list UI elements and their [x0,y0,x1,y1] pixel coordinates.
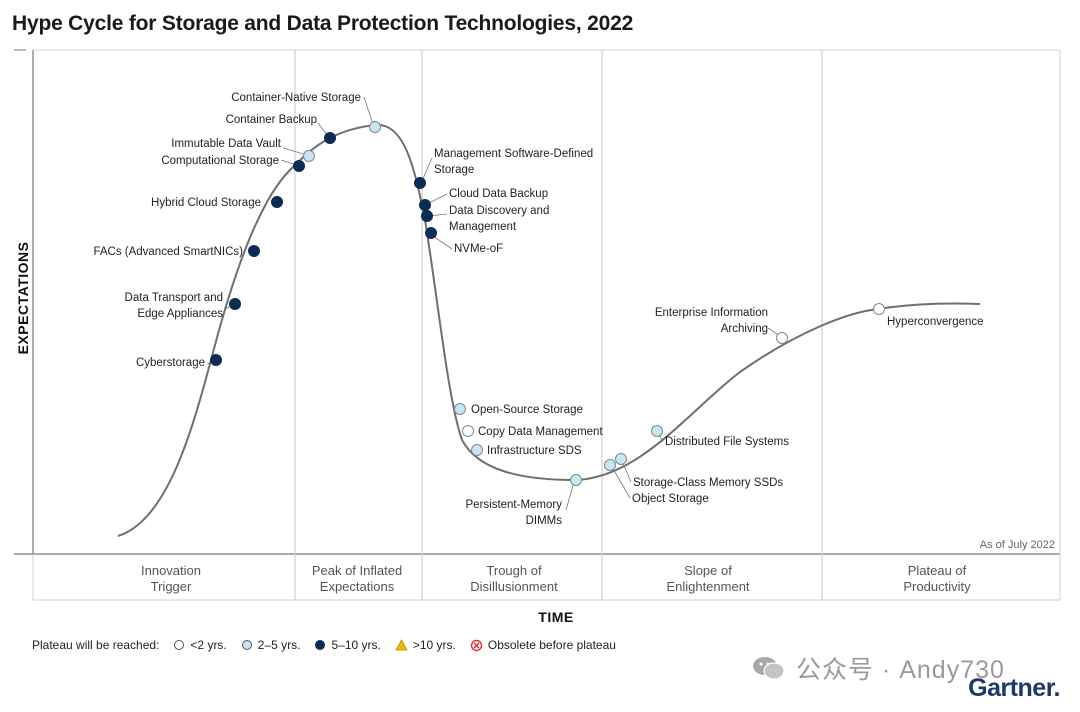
technology-marker[interactable] [421,210,433,222]
technology-label: Copy Data Management [478,426,603,438]
label-leader-line [621,460,632,483]
label-leader-line [432,235,453,250]
technology-marker[interactable] [419,199,431,211]
technology-markers: Cyberstorage Data Transport and Edge Appli… [93,92,983,527]
phase-label-line2: Disillusionment [470,579,558,594]
y-axis-label: EXPECTATIONS [15,242,31,355]
wechat-watermark: 公众号 · Andy730 [752,650,1005,686]
technology-label: Cloud Data Backup [449,188,548,200]
technology-label: Persistent-Memory DIMMs [466,499,563,527]
open-circle-icon [173,639,185,651]
label-leader-line [565,481,575,511]
phase-label-line1: Trough of [486,563,542,578]
technology-label: Object Storage [632,493,709,505]
technology-marker[interactable] [229,298,241,310]
technology-label: Storage-Class Memory SSDs [633,477,783,489]
phase-label-line2: Expectations [320,579,395,594]
technology-marker[interactable] [324,132,336,144]
label-leader-line [282,147,308,156]
phase-label-line1: Innovation [141,563,201,578]
phase-label-line2: Trigger [151,579,192,594]
technology-marker[interactable] [293,160,305,172]
hype-curve [117,123,981,537]
technology-label: Distributed File Systems [665,436,789,448]
technology-label: Container Backup [226,114,317,126]
technology-marker[interactable] [471,444,483,456]
technology-label: Immutable Data Vault [171,138,282,150]
x-axis-label: TIME [538,609,573,625]
legend-item: Obsolete before plateau [470,638,616,652]
light-blue-circle-icon [241,639,253,651]
technology-label: Open-Source Storage [471,404,583,416]
phase-label-line1: Slope of [684,563,732,578]
technology-marker[interactable] [604,459,616,471]
technology-label: Hyperconvergence [887,316,984,328]
orange-triangle-icon [395,639,408,651]
technology-marker[interactable] [615,453,627,465]
legend-item: 2–5 yrs. [241,638,301,652]
technology-label: Container-Native Storage [231,92,361,104]
legend-title: Plateau will be reached: [32,638,160,652]
technology-label: NVMe-oF [454,243,503,255]
technology-marker[interactable] [210,354,222,366]
technology-marker[interactable] [651,425,663,437]
technology-label: Infrastructure SDS [487,445,582,457]
label-leader-line [611,466,631,499]
chart-title: Hype Cycle for Storage and Data Protecti… [12,12,634,35]
navy-circle-icon [314,639,326,651]
technology-marker[interactable] [425,227,437,239]
technology-label: Computational Storage [161,155,279,167]
technology-label: Data Discovery and Management [449,205,549,233]
legend-item-label: Obsolete before plateau [487,638,616,652]
gartner-logo: Gartner. [968,674,1060,702]
technology-marker[interactable] [570,474,582,486]
legend-item-label: 2–5 yrs. [257,638,301,652]
as-of-note: As of July 2022 [980,539,1055,551]
legend-item: >10 yrs. [395,638,456,652]
technology-marker[interactable] [271,196,283,208]
legend-item: <2 yrs. [173,638,227,652]
technology-label: FACs (Advanced SmartNICs) [93,246,243,258]
technology-label: Management Software-Defined Storage [434,148,593,176]
wechat-icon [752,656,786,680]
technology-label: Cyberstorage [136,357,205,369]
phase-label-line2: Enlightenment [666,579,749,594]
phase-label-line1: Plateau of [908,563,967,578]
technology-marker[interactable] [776,332,788,344]
watermark-text: 公众号 · Andy730 [796,656,1005,684]
legend-item-label: <2 yrs. [190,638,227,652]
legend: Plateau will be reached: <2 yrs. 2–5 yrs… [32,638,616,652]
technology-marker[interactable] [248,245,260,257]
legend-item-label: 5–10 yrs. [331,638,381,652]
label-leader-line [363,96,374,125]
technology-label: Hybrid Cloud Storage [151,197,261,209]
legend-item-label: >10 yrs. [412,638,456,652]
technology-marker[interactable] [873,303,885,315]
label-leader-line [421,157,433,182]
red-x-circle-icon [470,639,483,652]
legend-item: 5–10 yrs. [314,638,381,652]
phase-label-line1: Peak of Inflated [312,563,402,578]
technology-marker[interactable] [414,177,426,189]
phase-label-line2: Productivity [903,579,971,594]
technology-label: Data Transport and Edge Appliances [125,292,224,320]
technology-marker[interactable] [462,425,474,437]
technology-marker[interactable] [454,403,466,415]
technology-marker[interactable] [369,121,381,133]
technology-label: Enterprise Information Archiving [655,307,768,335]
technology-marker[interactable] [303,150,315,162]
